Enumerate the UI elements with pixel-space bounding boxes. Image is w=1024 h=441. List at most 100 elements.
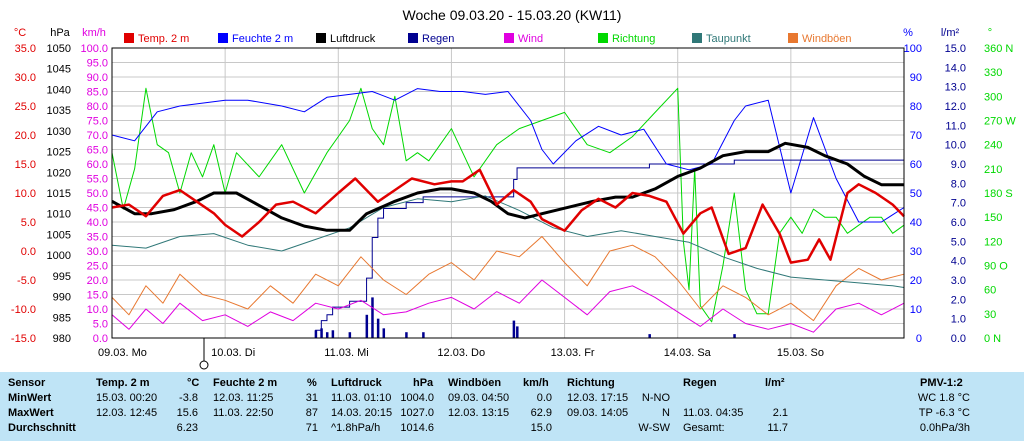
direction-tick-label: 60 [984, 285, 996, 297]
humidity-tick-label: 90 [910, 72, 922, 84]
header-pressure-unit: hPa [413, 377, 434, 389]
pressure-tick-label: 1025 [47, 147, 71, 159]
legend-label: Wind [518, 33, 543, 45]
pressure-tick-label: 990 [53, 292, 71, 304]
max-temp-value: 15.6 [176, 407, 198, 419]
wind-tick-label: 10.0 [87, 304, 108, 316]
min-temp-time: 15.03. 00:20 [96, 392, 158, 404]
max-temp-time: 12.03. 12:45 [96, 407, 158, 419]
axis-unit-labels: °C hPa km/h% l/m² ° [14, 27, 992, 39]
direction-tick-label: 270 W [984, 116, 1016, 128]
pmv-pressure-trend: 0.0hPa/3h [919, 422, 970, 434]
rain-tick-label: 6.0 [951, 217, 966, 229]
plot-frame [111, 47, 905, 339]
header-pmv: PMV-1:2 [920, 377, 963, 389]
legend-swatch [408, 33, 418, 43]
min-pressure-value: 1004.0 [400, 392, 434, 404]
rain-bar [320, 328, 323, 338]
x-tick-label: 12.03. Do [437, 347, 485, 359]
rain-tick-label: 12.0 [945, 101, 966, 113]
header-gusts: Windböen [448, 377, 502, 389]
pressure-tick-label: 985 [53, 312, 71, 324]
temp-tick-label: -10.0 [11, 304, 36, 316]
wind-tick-label: 70.0 [87, 130, 108, 142]
temp-line [111, 168, 905, 264]
rain-tick-label: 4.0 [951, 256, 966, 268]
max-rain-value: 2.1 [772, 407, 788, 419]
rain-unit-label: l/m² [941, 27, 960, 39]
temp-tick-label: 35.0 [15, 43, 36, 55]
chart-grid [111, 47, 905, 339]
pressure-tick-label: 1045 [47, 64, 71, 76]
legend-label: Regen [422, 33, 454, 45]
min-humidity-value: 31 [305, 392, 318, 404]
row-label-max: MaxWert [8, 407, 54, 419]
temp-tick-label: 10.0 [15, 188, 36, 200]
legend-swatch [124, 33, 134, 43]
avg-pressure-value: 1014.6 [400, 422, 434, 434]
humidity-tick-label: 30 [910, 246, 922, 258]
legend-label: Luftdruck [330, 33, 376, 45]
legend-label: Feuchte 2 m [232, 33, 293, 45]
min-humidity-time: 12.03. 11:25 [213, 392, 274, 404]
chart-series [111, 87, 905, 339]
avg-direction-value: W-SW [638, 422, 670, 434]
rain-tick-label: 2.0 [951, 294, 966, 306]
pressure-tick-label: 1030 [47, 126, 71, 138]
max-direction-time: 09.03. 14:05 [567, 407, 629, 419]
min-pressure-time: 11.03. 01:10 [331, 392, 392, 404]
rain-bar [512, 320, 516, 338]
rain-bar [516, 326, 519, 338]
avg-temp-value: 6.23 [176, 422, 198, 434]
rain-tick-label: 3.0 [951, 275, 966, 287]
x-tick-label: 10.03. Di [211, 347, 255, 359]
row-label-min: MinWert [8, 392, 52, 404]
temp-tick-label: 25.0 [15, 101, 36, 113]
wind-tick-label: 50.0 [87, 188, 108, 200]
min-direction-time: 12.03. 17:15 [567, 392, 629, 404]
header-humidity-unit: % [307, 377, 317, 389]
rain-bar [325, 332, 329, 338]
rain-bar [405, 332, 408, 338]
humidity-tick-label: 50 [910, 188, 922, 200]
rain-tick-label: 15.0 [945, 43, 966, 55]
humidity-line [111, 88, 905, 223]
header-rain: Regen [683, 377, 717, 389]
min-direction-value: N-NO [641, 392, 670, 404]
min-temp-value: -3.8 [179, 392, 198, 404]
legend-swatch [598, 33, 608, 43]
direction-unit-label: ° [988, 27, 992, 39]
rain-tick-label: 10.0 [945, 140, 966, 152]
rain-bar [648, 334, 651, 338]
pressure-tick-label: 1020 [47, 167, 71, 179]
x-axis-ticks: 09.03. Mo 10.03. Di 11.03. Mi 12.03. Do 13.0… [98, 347, 824, 359]
legend-label: Richtung [612, 33, 655, 45]
header-humidity: Feuchte 2 m [213, 377, 278, 389]
rain-total-value: 11.7 [767, 422, 788, 434]
header-sensor: Sensor [8, 377, 46, 389]
header-direction: Richtung [567, 377, 615, 389]
pressure-tick-label: 980 [53, 333, 71, 345]
min-gusts-time: 09.03. 04:50 [448, 392, 510, 404]
wind-tick-label: 5.0 [93, 319, 108, 331]
rain-bar [348, 332, 352, 338]
wind-tick-label: 85.0 [87, 87, 108, 99]
x-tick-label: 15.03. So [777, 347, 824, 359]
time-marker [199, 338, 209, 370]
temp-tick-label: 30.0 [15, 72, 36, 84]
temp-unit-label: °C [14, 27, 26, 39]
rain-bar [422, 332, 425, 338]
dewpoint-line [111, 195, 905, 288]
rain-tick-label: 13.0 [945, 82, 966, 94]
direction-tick-label: 90 O [984, 261, 1008, 273]
direction-tick-label: 210 [984, 164, 1002, 176]
x-tick-label: 09.03. Mo [98, 347, 147, 359]
wind-tick-label: 90.0 [87, 72, 108, 84]
direction-tick-label: 300 [984, 91, 1002, 103]
pressure-line [111, 141, 904, 232]
temp-tick-label: 5.0 [21, 217, 36, 229]
header-gusts-unit: km/h [523, 377, 549, 389]
rain-bar [733, 334, 736, 338]
humidity-unit-label: % [903, 27, 913, 39]
header-rain-unit: l/m² [765, 377, 785, 389]
